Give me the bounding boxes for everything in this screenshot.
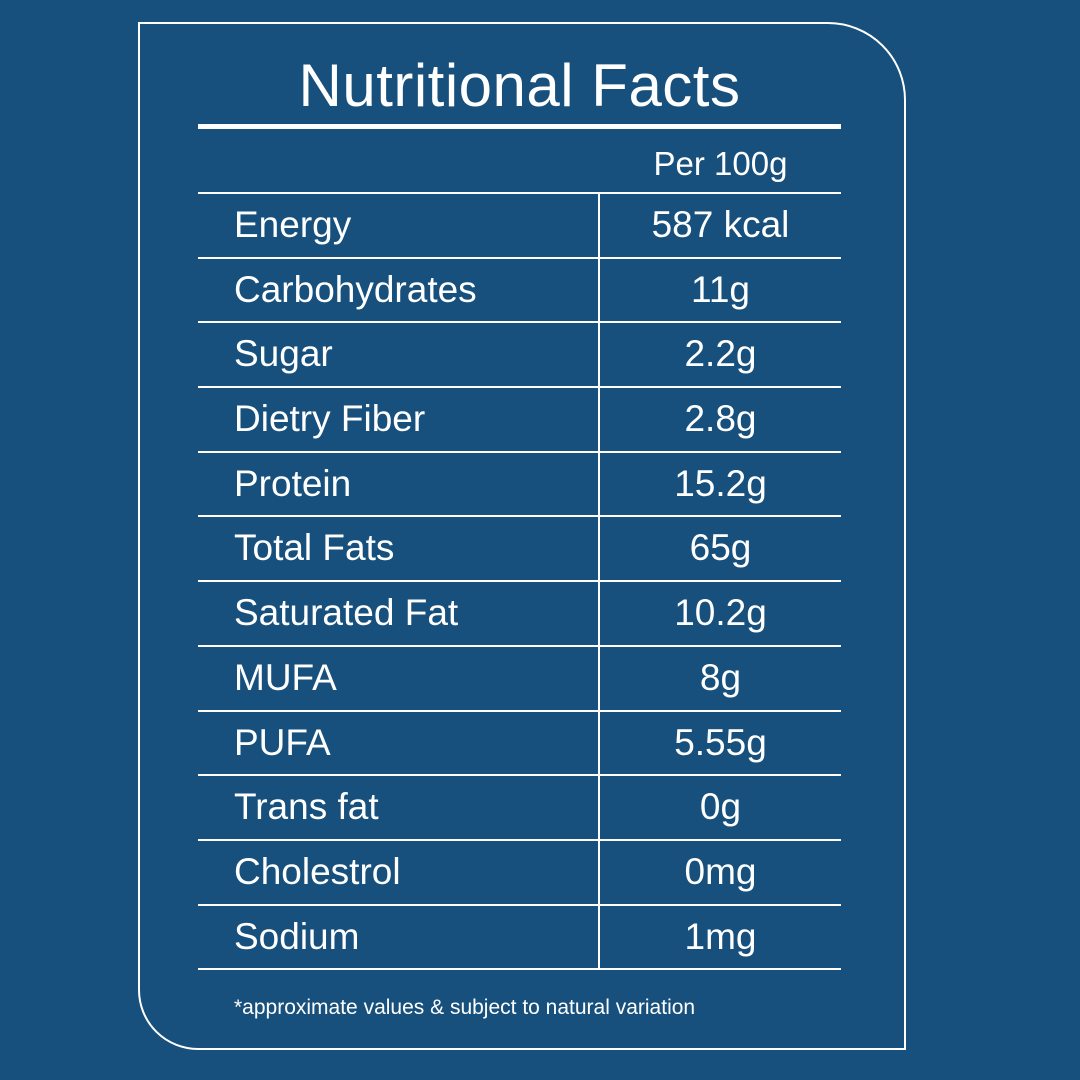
nutrient-value: 2.8g (684, 398, 757, 440)
nutrient-name: Saturated Fat (198, 582, 600, 645)
table-row: Carbohydrates 11g (198, 258, 841, 324)
nutrient-name: Dietry Fiber (198, 388, 600, 451)
nutrient-value: 10.2g (674, 592, 767, 634)
table-row: Trans fat 0g (198, 776, 841, 841)
table-row: Sodium 1mg (198, 905, 841, 971)
nutrient-name: Carbohydrates (198, 258, 600, 322)
nutrient-value: 5.55g (674, 721, 767, 763)
table-row: Total Fats 65g (198, 517, 841, 583)
table-row: PUFA 5.55g (198, 711, 841, 777)
nutrient-name: Energy (198, 194, 600, 257)
nutrient-name: Protein (198, 452, 600, 516)
nutrient-name: Cholestrol (198, 840, 600, 904)
nutrient-value: 11g (691, 268, 750, 310)
nutrient-value: 587 kcal (651, 204, 790, 245)
nutrient-name: PUFA (198, 711, 600, 775)
nutrient-name: Sugar (198, 323, 600, 387)
table-row: Dietry Fiber 2.8g (198, 388, 841, 453)
table-row: Saturated Fat 10.2g (198, 582, 841, 647)
title-divider (198, 124, 841, 129)
table-row: Protein 15.2g (198, 452, 841, 518)
column-header-per-100g: Per 100g (653, 145, 788, 182)
nutrient-name: Trans fat (198, 776, 600, 839)
nutrient-value: 1mg (684, 915, 757, 957)
nutrient-name: Total Fats (198, 517, 600, 581)
nutrient-value: 15.2g (674, 462, 767, 504)
table-row: Energy 587 kcal (198, 194, 841, 259)
nutrition-table: Per 100g Energy 587 kcal Carbohydrates 1… (198, 130, 841, 971)
nutrient-name: Sodium (198, 905, 600, 969)
table-row: MUFA 8g (198, 646, 841, 712)
nutrient-value: 2.2g (684, 333, 757, 375)
nutrient-value: 65g (689, 527, 752, 569)
table-row: Cholestrol 0mg (198, 840, 841, 906)
nutrient-value: 0g (699, 786, 742, 828)
nutrient-value: 8g (699, 656, 742, 698)
table-row: Sugar 2.2g (198, 323, 841, 389)
label-frame (138, 22, 906, 1050)
nutrient-name: MUFA (198, 646, 600, 710)
table-header-row: Per 100g (198, 130, 841, 194)
footnote: *approximate values & subject to natural… (234, 996, 696, 1019)
nutrient-value: 0mg (684, 850, 757, 892)
page-title: Nutritional Facts (298, 52, 741, 119)
